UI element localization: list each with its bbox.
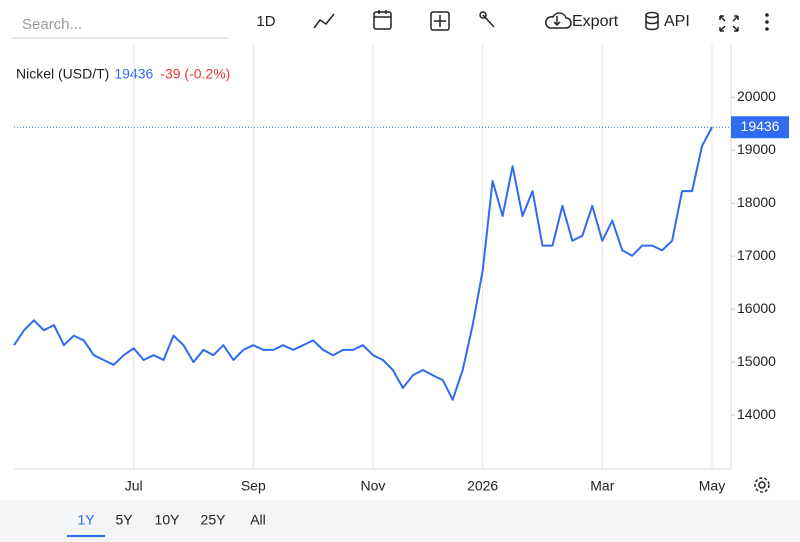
price-line <box>13 126 713 401</box>
range-button[interactable]: 10Y <box>155 512 181 528</box>
range-button[interactable]: 5Y <box>115 512 133 528</box>
compare-icon[interactable] <box>430 11 450 31</box>
y-tick-label: 16000 <box>737 300 776 316</box>
search-placeholder: Search... <box>22 16 82 33</box>
chart-type-icon[interactable] <box>313 13 335 29</box>
series-name: Nickel (USD/T) <box>16 66 109 82</box>
y-tick-label: 17000 <box>737 247 776 263</box>
x-tick-label: Jul <box>125 478 143 494</box>
range-button[interactable]: 25Y <box>201 512 227 528</box>
interval-button[interactable]: 1D <box>256 13 275 30</box>
x-tick-label: 2026 <box>467 478 498 494</box>
y-tick-label: 19000 <box>737 141 776 157</box>
export-button[interactable]: Export <box>545 12 619 30</box>
gear-icon[interactable] <box>754 477 770 493</box>
y-tick-label: 20000 <box>737 88 776 104</box>
api-button[interactable]: API <box>645 11 690 31</box>
x-tick-label: May <box>699 478 725 494</box>
last-price-label: 19436 <box>741 118 780 134</box>
change: -39 (-0.2%) <box>160 66 230 82</box>
x-tick-label: Sep <box>241 478 266 494</box>
range-button[interactable]: All <box>250 512 266 528</box>
calendar-icon[interactable] <box>373 10 392 30</box>
search-box[interactable] <box>12 8 228 38</box>
more-menu-icon[interactable] <box>765 13 769 31</box>
range-button[interactable]: 1Y <box>77 512 95 528</box>
export-label: Export <box>572 13 619 30</box>
x-tick-label: Mar <box>590 478 614 494</box>
y-tick-label: 18000 <box>737 194 776 210</box>
y-tick-label: 15000 <box>737 353 776 369</box>
y-tick-label: 14000 <box>737 406 776 422</box>
x-tick-label: Nov <box>361 478 386 494</box>
api-label: API <box>664 13 690 30</box>
range-bar <box>0 500 800 542</box>
toolbar: Search... 1D Export API <box>12 8 769 39</box>
settings-wrench-icon[interactable] <box>479 11 495 28</box>
fullscreen-icon[interactable] <box>719 15 739 32</box>
last-price-tag <box>731 116 789 139</box>
